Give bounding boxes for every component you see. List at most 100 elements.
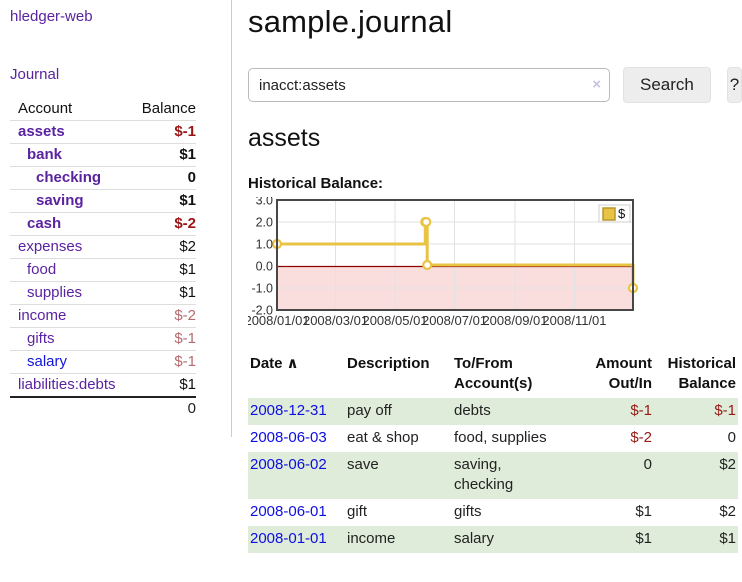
sidebar-account-link-saving[interactable]: saving: [36, 192, 84, 209]
account-balance: $1: [179, 284, 196, 301]
clear-search-icon[interactable]: ×: [592, 76, 601, 93]
account-balance: $-1: [174, 123, 196, 140]
sidebar-account-link-food[interactable]: food: [27, 261, 57, 278]
svg-text:2.0: 2.0: [256, 216, 273, 230]
chart-x-axis-labels: 2008/01/012008/03/012008/05/012008/07/01…: [248, 313, 607, 328]
search-button[interactable]: Search: [623, 67, 711, 103]
register-accounts: saving, checking: [452, 452, 588, 499]
register-amount: $1: [635, 503, 652, 520]
register-amount: 0: [588, 452, 654, 499]
account-balance: $1: [179, 192, 196, 209]
account-balance-table: Account Balance assets $-1 bank $1 checking 0…: [10, 98, 196, 420]
sidebar-account-link-salary[interactable]: salary: [27, 353, 68, 370]
register-date-link[interactable]: 2008-01-01: [250, 530, 327, 547]
sidebar-item-journal[interactable]: Journal: [10, 66, 60, 83]
sidebar-account-link-checking[interactable]: checking: [36, 169, 102, 186]
help-button[interactable]: ?: [726, 67, 742, 103]
account-row: liabilities:debts $1: [10, 373, 196, 397]
register-header-tofrom: To/From Account(s): [454, 355, 533, 392]
sidebar-account-link-expenses[interactable]: expenses: [18, 238, 83, 255]
chart-legend: $: [598, 204, 631, 223]
register-header-description: Description: [347, 355, 430, 372]
register-row: 2008-12-31 pay off debts $-1 $-1: [248, 398, 738, 425]
register-balance: $1: [654, 526, 738, 553]
account-balance: $-1: [174, 330, 196, 347]
total-row: 0: [10, 396, 196, 420]
account-heading: assets: [248, 124, 321, 152]
svg-text:2008/01/01: 2008/01/01: [248, 313, 310, 328]
account-row: supplies $1: [10, 281, 196, 305]
svg-text:3.0: 3.0: [256, 197, 273, 208]
register-description: pay off: [345, 398, 452, 425]
chart-y-axis-labels: 3.0 2.0 1.0 0.0 -1.0 -2.0: [251, 197, 273, 318]
register-header-row: Date ∧ Description To/From Account(s) Amount O…: [248, 352, 738, 398]
account-balance: $2: [179, 238, 196, 255]
search-input-wrap: ×: [248, 68, 610, 102]
sidebar-account-link-cash[interactable]: cash: [27, 215, 62, 232]
sidebar-account-link-liabilities-debts[interactable]: liabilities:debts: [18, 376, 116, 393]
account-balance: 0: [187, 169, 196, 186]
svg-text:2008/05/01: 2008/05/01: [362, 313, 427, 328]
register-date-link[interactable]: 2008-06-03: [250, 429, 327, 446]
balance-column-header: Balance: [141, 100, 196, 117]
sidebar: hledger-web Journal Account Balance asse…: [0, 0, 232, 437]
register-header-amount: Amount Out/In: [595, 355, 652, 392]
account-row: saving $1: [10, 189, 196, 213]
register-balance: $2: [654, 452, 738, 499]
register-balance: $2: [719, 503, 736, 520]
sidebar-account-link-income[interactable]: income: [18, 307, 67, 324]
svg-text:2008/09/01: 2008/09/01: [482, 313, 547, 328]
sort-caret-icon: ∧: [286, 355, 299, 372]
register-balance: 0: [727, 429, 736, 446]
register-date-link[interactable]: 2008-06-01: [250, 503, 327, 520]
register-balance: $-1: [654, 398, 738, 425]
register-description: income: [345, 526, 452, 553]
register-date-link[interactable]: 2008-06-02: [250, 456, 327, 473]
register-date-link[interactable]: 2008-12-31: [250, 402, 327, 419]
register-description: gift: [347, 503, 368, 520]
total-balance: 0: [187, 400, 196, 417]
register-header-date[interactable]: Date ∧: [250, 355, 299, 372]
legend-swatch-icon: [602, 207, 616, 221]
account-row: food $1: [10, 258, 196, 282]
historical-balance-label: Historical Balance:: [248, 175, 384, 192]
historical-balance-chart: $3.0 2.0 1.0 0.0 -1.0 -2.02008/01/012008/03/0…: [248, 197, 639, 328]
account-balance: $-2: [174, 215, 196, 232]
register-table: Date ∧ Description To/From Account(s) Amount O…: [248, 352, 738, 553]
svg-text:2008/07/01: 2008/07/01: [422, 313, 487, 328]
account-balance: $-1: [174, 353, 196, 370]
account-balance: $1: [179, 146, 196, 163]
register-amount: $-2: [630, 429, 652, 446]
svg-text:0.0: 0.0: [256, 260, 273, 274]
svg-text:2008/03/01: 2008/03/01: [303, 313, 368, 328]
sidebar-account-link-supplies[interactable]: supplies: [27, 284, 83, 301]
sidebar-account-link-bank[interactable]: bank: [27, 146, 63, 163]
account-row: income $-2: [10, 304, 196, 328]
register-accounts: gifts: [454, 503, 482, 520]
svg-text:2008/11/01: 2008/11/01: [542, 313, 606, 328]
sidebar-account-link-assets[interactable]: assets: [18, 123, 65, 140]
search-input[interactable]: [248, 68, 610, 102]
register-row: 2008-06-02 save saving, checking 0 $2: [248, 452, 738, 499]
sidebar-account-link-gifts[interactable]: gifts: [27, 330, 55, 347]
main-content: sample.journal × Search ? assets Histori…: [248, 0, 742, 553]
account-row: cash $-2: [10, 212, 196, 236]
account-column-header: Account: [18, 100, 73, 117]
account-balance: $1: [179, 376, 196, 393]
search-form: × Search ?: [248, 67, 742, 103]
account-row: bank $1: [10, 143, 196, 167]
register-accounts: salary: [452, 526, 588, 553]
chart-border: [276, 199, 634, 311]
register-table-body: 2008-12-31 pay off debts $-1 $-1 2008-06-03 ea…: [248, 398, 738, 553]
account-row: assets $-1: [10, 120, 196, 144]
register-row: 2008-01-01 income salary $1 $1: [248, 526, 738, 553]
app-title-link[interactable]: hledger-web: [10, 8, 93, 25]
register-row: 2008-06-01 gift gifts $1 $2: [248, 499, 738, 526]
account-row: gifts $-1: [10, 327, 196, 351]
register-amount: $1: [588, 526, 654, 553]
register-header-historical: Historical Balance: [667, 355, 736, 392]
register-accounts: food, supplies: [454, 429, 547, 446]
account-balance: $1: [179, 261, 196, 278]
register-amount: $-1: [588, 398, 654, 425]
